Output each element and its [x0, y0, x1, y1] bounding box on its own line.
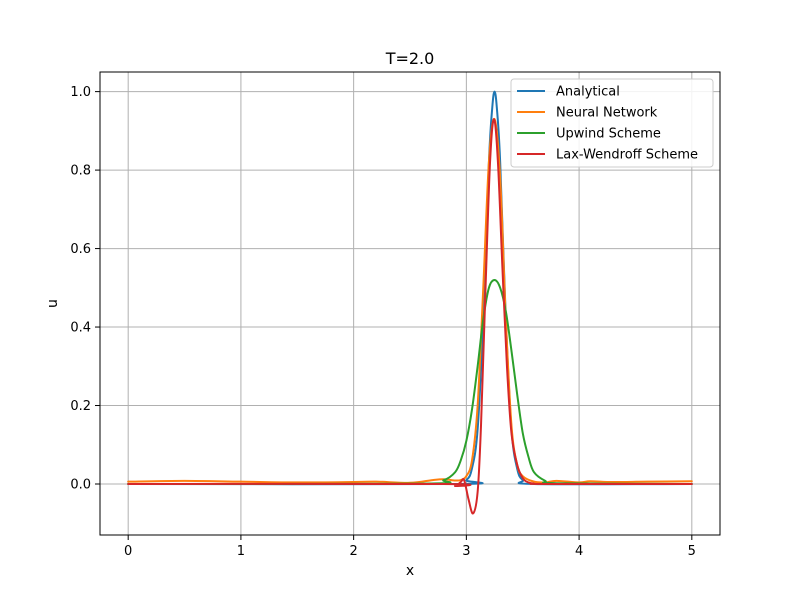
chart-title: T=2.0	[385, 49, 435, 68]
x-tick-label: 4	[575, 544, 583, 559]
y-tick-label: 0.6	[70, 242, 91, 257]
series-layer	[127, 90, 693, 515]
x-tick-label: 1	[237, 544, 245, 559]
legend-label: Analytical	[556, 85, 620, 100]
y-tick-label: 1.0	[70, 85, 91, 100]
plot-frame	[99, 71, 721, 536]
x-tick-label: 5	[688, 544, 696, 559]
x-tick-label: 2	[349, 544, 357, 559]
y-tick-label: 0.8	[70, 164, 91, 179]
x-tick-label: 0	[124, 544, 132, 559]
y-axis-label: u	[45, 299, 61, 308]
legend-label: Neural Network	[556, 106, 658, 121]
series-line-neural-network	[127, 118, 693, 484]
series-line-lax-wendroff-scheme	[127, 118, 693, 515]
y-tick-label: 0.4	[70, 321, 91, 336]
legend: Analytical Neural Network Upwind Scheme Lax…	[510, 78, 714, 168]
y-tick-label: 0.2	[70, 399, 91, 414]
legend-box	[510, 78, 714, 168]
y-tick-label: 0.0	[70, 477, 91, 492]
x-tick-label: 3	[462, 544, 470, 559]
series-line-upwind-scheme	[127, 278, 693, 486]
ticks: 0 1 2 3 4 5 0.0 0.2 0.4 0.6 0.8 1.0	[70, 85, 696, 559]
series-line-analytical	[127, 90, 693, 486]
x-axis-label: x	[406, 563, 414, 579]
legend-label: Lax-Wendroff Scheme	[556, 148, 698, 163]
legend-label: Upwind Scheme	[556, 127, 661, 142]
grid	[100, 72, 720, 535]
